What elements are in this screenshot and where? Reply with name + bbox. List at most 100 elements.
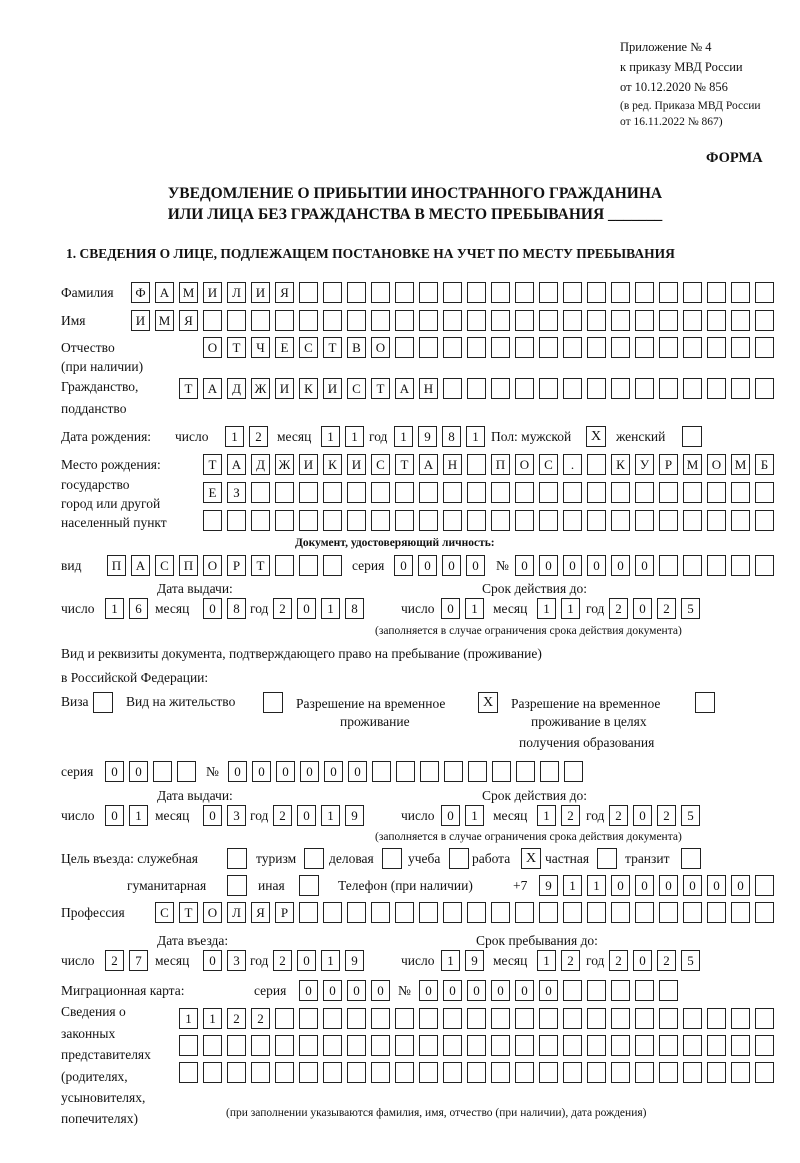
- char-cell[interactable]: [731, 1035, 750, 1056]
- char-cell[interactable]: О: [203, 337, 222, 358]
- char-cell[interactable]: [467, 310, 486, 331]
- char-cell[interactable]: 0: [539, 555, 558, 576]
- char-cell[interactable]: 0: [371, 980, 390, 1001]
- char-cell[interactable]: Н: [443, 454, 462, 475]
- visa-checkbox[interactable]: [93, 692, 113, 713]
- char-cell[interactable]: [419, 282, 438, 303]
- char-cell[interactable]: [659, 902, 678, 923]
- char-cell[interactable]: Р: [275, 902, 294, 923]
- char-cell[interactable]: [467, 282, 486, 303]
- char-cell[interactable]: [611, 310, 630, 331]
- char-cell[interactable]: [683, 555, 702, 576]
- char-cell[interactable]: [203, 1062, 222, 1083]
- char-cell[interactable]: [707, 1062, 726, 1083]
- char-cell[interactable]: [299, 510, 318, 531]
- char-cell[interactable]: О: [203, 902, 222, 923]
- char-cell[interactable]: [467, 902, 486, 923]
- char-cell[interactable]: [516, 761, 535, 782]
- char-cell[interactable]: [587, 1035, 606, 1056]
- char-cell[interactable]: [299, 1035, 318, 1056]
- char-cell[interactable]: [659, 337, 678, 358]
- char-cell[interactable]: [323, 902, 342, 923]
- char-cell[interactable]: [635, 282, 654, 303]
- char-cell[interactable]: 1: [465, 598, 484, 619]
- char-cell[interactable]: 8: [227, 598, 246, 619]
- char-cell[interactable]: К: [299, 378, 318, 399]
- char-cell[interactable]: 2: [227, 1008, 246, 1029]
- char-cell[interactable]: 0: [633, 805, 652, 826]
- char-cell[interactable]: [755, 378, 774, 399]
- char-cell[interactable]: [563, 378, 582, 399]
- char-cell[interactable]: 0: [418, 555, 437, 576]
- char-cell[interactable]: [467, 510, 486, 531]
- char-cell[interactable]: [491, 378, 510, 399]
- char-cell[interactable]: [443, 902, 462, 923]
- purpose-tourism-checkbox[interactable]: [304, 848, 324, 869]
- char-cell[interactable]: 1: [561, 598, 580, 619]
- char-cell[interactable]: [347, 1035, 366, 1056]
- purpose-transit-checkbox[interactable]: [681, 848, 701, 869]
- char-cell[interactable]: [347, 1062, 366, 1083]
- char-cell[interactable]: [587, 980, 606, 1001]
- sex-female-checkbox[interactable]: [682, 426, 702, 447]
- char-cell[interactable]: Ч: [251, 337, 270, 358]
- char-cell[interactable]: 1: [587, 875, 606, 896]
- char-cell[interactable]: [443, 1035, 462, 1056]
- char-cell[interactable]: [515, 310, 534, 331]
- char-cell[interactable]: С: [347, 378, 366, 399]
- char-cell[interactable]: [419, 1062, 438, 1083]
- char-cell[interactable]: 0: [348, 761, 367, 782]
- char-cell[interactable]: 6: [129, 598, 148, 619]
- char-cell[interactable]: [731, 555, 750, 576]
- char-cell[interactable]: Т: [251, 555, 270, 576]
- char-cell[interactable]: [371, 482, 390, 503]
- char-cell[interactable]: [731, 1008, 750, 1029]
- char-cell[interactable]: [491, 1035, 510, 1056]
- char-cell[interactable]: [707, 282, 726, 303]
- char-cell[interactable]: [371, 1035, 390, 1056]
- char-cell[interactable]: [443, 282, 462, 303]
- char-cell[interactable]: Б: [755, 454, 774, 475]
- char-cell[interactable]: [347, 482, 366, 503]
- char-cell[interactable]: 3: [227, 805, 246, 826]
- char-cell[interactable]: [587, 1008, 606, 1029]
- char-cell[interactable]: [275, 1062, 294, 1083]
- char-cell[interactable]: [467, 482, 486, 503]
- char-cell[interactable]: [395, 337, 414, 358]
- char-cell[interactable]: [539, 337, 558, 358]
- char-cell[interactable]: [299, 555, 318, 576]
- char-cell[interactable]: [731, 482, 750, 503]
- char-cell[interactable]: 0: [611, 555, 630, 576]
- char-cell[interactable]: [755, 902, 774, 923]
- char-cell[interactable]: Е: [203, 482, 222, 503]
- char-cell[interactable]: 0: [683, 875, 702, 896]
- char-cell[interactable]: [251, 482, 270, 503]
- char-cell[interactable]: 1: [179, 1008, 198, 1029]
- char-cell[interactable]: [443, 1008, 462, 1029]
- char-cell[interactable]: [611, 378, 630, 399]
- char-cell[interactable]: 0: [515, 555, 534, 576]
- char-cell[interactable]: [467, 1035, 486, 1056]
- char-cell[interactable]: 0: [228, 761, 247, 782]
- char-cell[interactable]: [539, 1035, 558, 1056]
- char-cell[interactable]: [539, 378, 558, 399]
- char-cell[interactable]: [635, 980, 654, 1001]
- char-cell[interactable]: [755, 510, 774, 531]
- residence-permit-checkbox[interactable]: [263, 692, 283, 713]
- char-cell[interactable]: Н: [419, 378, 438, 399]
- char-cell[interactable]: 0: [563, 555, 582, 576]
- char-cell[interactable]: [419, 310, 438, 331]
- char-cell[interactable]: Т: [395, 454, 414, 475]
- char-cell[interactable]: И: [299, 454, 318, 475]
- char-cell[interactable]: М: [155, 310, 174, 331]
- char-cell[interactable]: А: [203, 378, 222, 399]
- char-cell[interactable]: [707, 1008, 726, 1029]
- char-cell[interactable]: С: [539, 454, 558, 475]
- char-cell[interactable]: 1: [321, 805, 340, 826]
- char-cell[interactable]: [707, 510, 726, 531]
- char-cell[interactable]: [635, 378, 654, 399]
- char-cell[interactable]: [515, 902, 534, 923]
- char-cell[interactable]: 0: [419, 980, 438, 1001]
- char-cell[interactable]: 0: [347, 980, 366, 1001]
- char-cell[interactable]: [635, 1008, 654, 1029]
